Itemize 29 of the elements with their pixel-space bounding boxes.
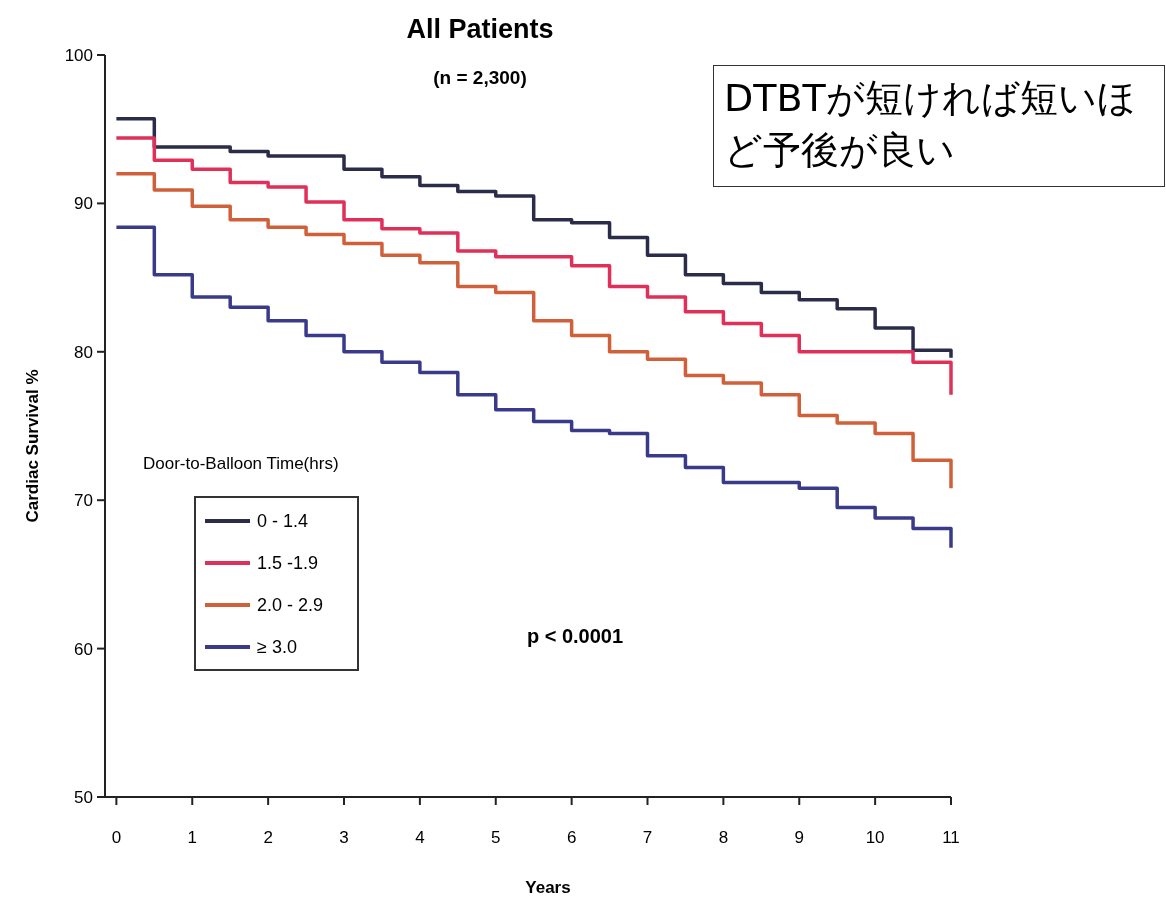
x-tick-label: 3 xyxy=(339,828,349,847)
legend-label: 0 - 1.4 xyxy=(257,511,309,532)
y-axis-title: Cardiac Survival % xyxy=(23,369,42,523)
legend-label: 2.0 - 2.9 xyxy=(257,595,324,616)
x-tick-label: 9 xyxy=(794,828,804,847)
legend-label: 1.5 -1.9 xyxy=(257,553,319,574)
x-tick-label: 6 xyxy=(566,828,577,847)
x-tick-label: 7 xyxy=(642,828,653,847)
x-axis-title: Years xyxy=(525,878,571,897)
x-tick-label: 2 xyxy=(263,828,273,847)
legend-title: Door-to-Balloon Time(hrs) xyxy=(143,454,339,473)
y-tick-label: 90 xyxy=(74,194,93,214)
chart-title: All Patients xyxy=(406,14,554,44)
annotation: DTBTが短ければ短いほど予後が良い xyxy=(713,65,1165,187)
x-tick-label: 4 xyxy=(415,828,425,847)
x-tick-label: 11 xyxy=(942,828,960,847)
x-tick-label: 10 xyxy=(865,828,885,847)
x-tick-label: 1 xyxy=(187,828,197,847)
x-tick-label: 8 xyxy=(718,828,729,847)
text: (n = 2,300) xyxy=(433,67,527,88)
y-tick-label: 70 xyxy=(74,491,93,511)
legend-label: ≥ 3.0 xyxy=(257,637,297,658)
y-tick-label: 60 xyxy=(74,639,93,659)
x-tick-label: 5 xyxy=(491,828,501,847)
annotation: p < 0.0001 xyxy=(526,625,624,647)
y-tick-label: 100 xyxy=(64,45,93,65)
x-tick-label: 0 xyxy=(111,828,122,847)
y-tick-label: 80 xyxy=(74,342,93,362)
y-tick-label: 50 xyxy=(74,787,93,807)
